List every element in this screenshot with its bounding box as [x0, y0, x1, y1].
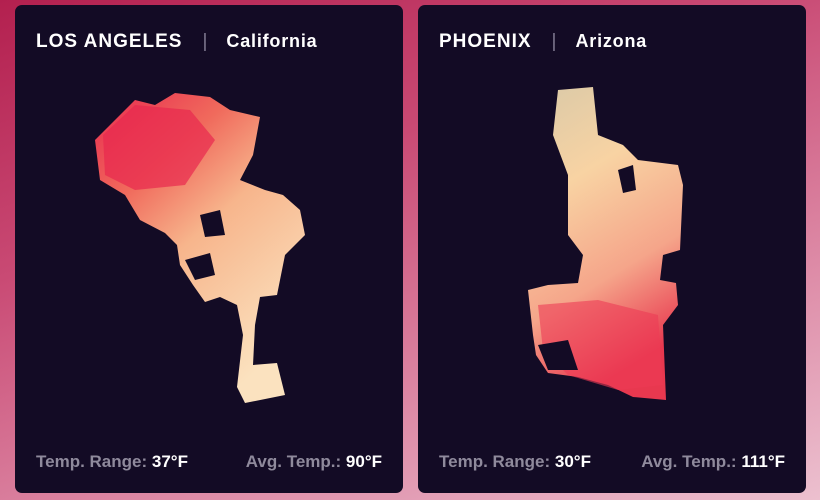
header: PHOENIX | Arizona: [439, 31, 648, 52]
avg-temp: Avg. Temp.: 90°F: [246, 452, 382, 472]
avg-temp: Avg. Temp.: 111°F: [641, 452, 785, 472]
city-card: PHOENIX | Arizona Temp. Range: 30°F Avg. T…: [418, 5, 806, 493]
value: 37°F: [151, 452, 188, 471]
state-name: California: [226, 31, 318, 51]
label: Avg. Temp.:: [641, 452, 737, 471]
city-card: LOS ANGELES | California Temp. Range: 37°F…: [15, 5, 403, 493]
label: Temp. Range:: [439, 452, 551, 471]
city-name: PHOENIX: [439, 31, 532, 52]
heat-map: [528, 87, 683, 400]
value: 90°F: [345, 452, 382, 471]
temp-range: Temp. Range: 30°F: [439, 452, 591, 472]
label: Avg. Temp.:: [245, 452, 342, 471]
value: 30°F: [554, 452, 591, 471]
gap: [185, 210, 225, 280]
city-name: LOS ANGELES: [36, 31, 183, 52]
gap: [538, 165, 636, 370]
heat-map: [95, 93, 305, 403]
header: LOS ANGELES | California: [36, 31, 318, 52]
hot-zone: [103, 105, 215, 190]
state-name: Arizona: [575, 31, 648, 51]
label: Temp. Range:: [36, 452, 148, 471]
value: 111°F: [741, 452, 785, 471]
temp-range: Temp. Range: 37°F: [36, 452, 188, 472]
